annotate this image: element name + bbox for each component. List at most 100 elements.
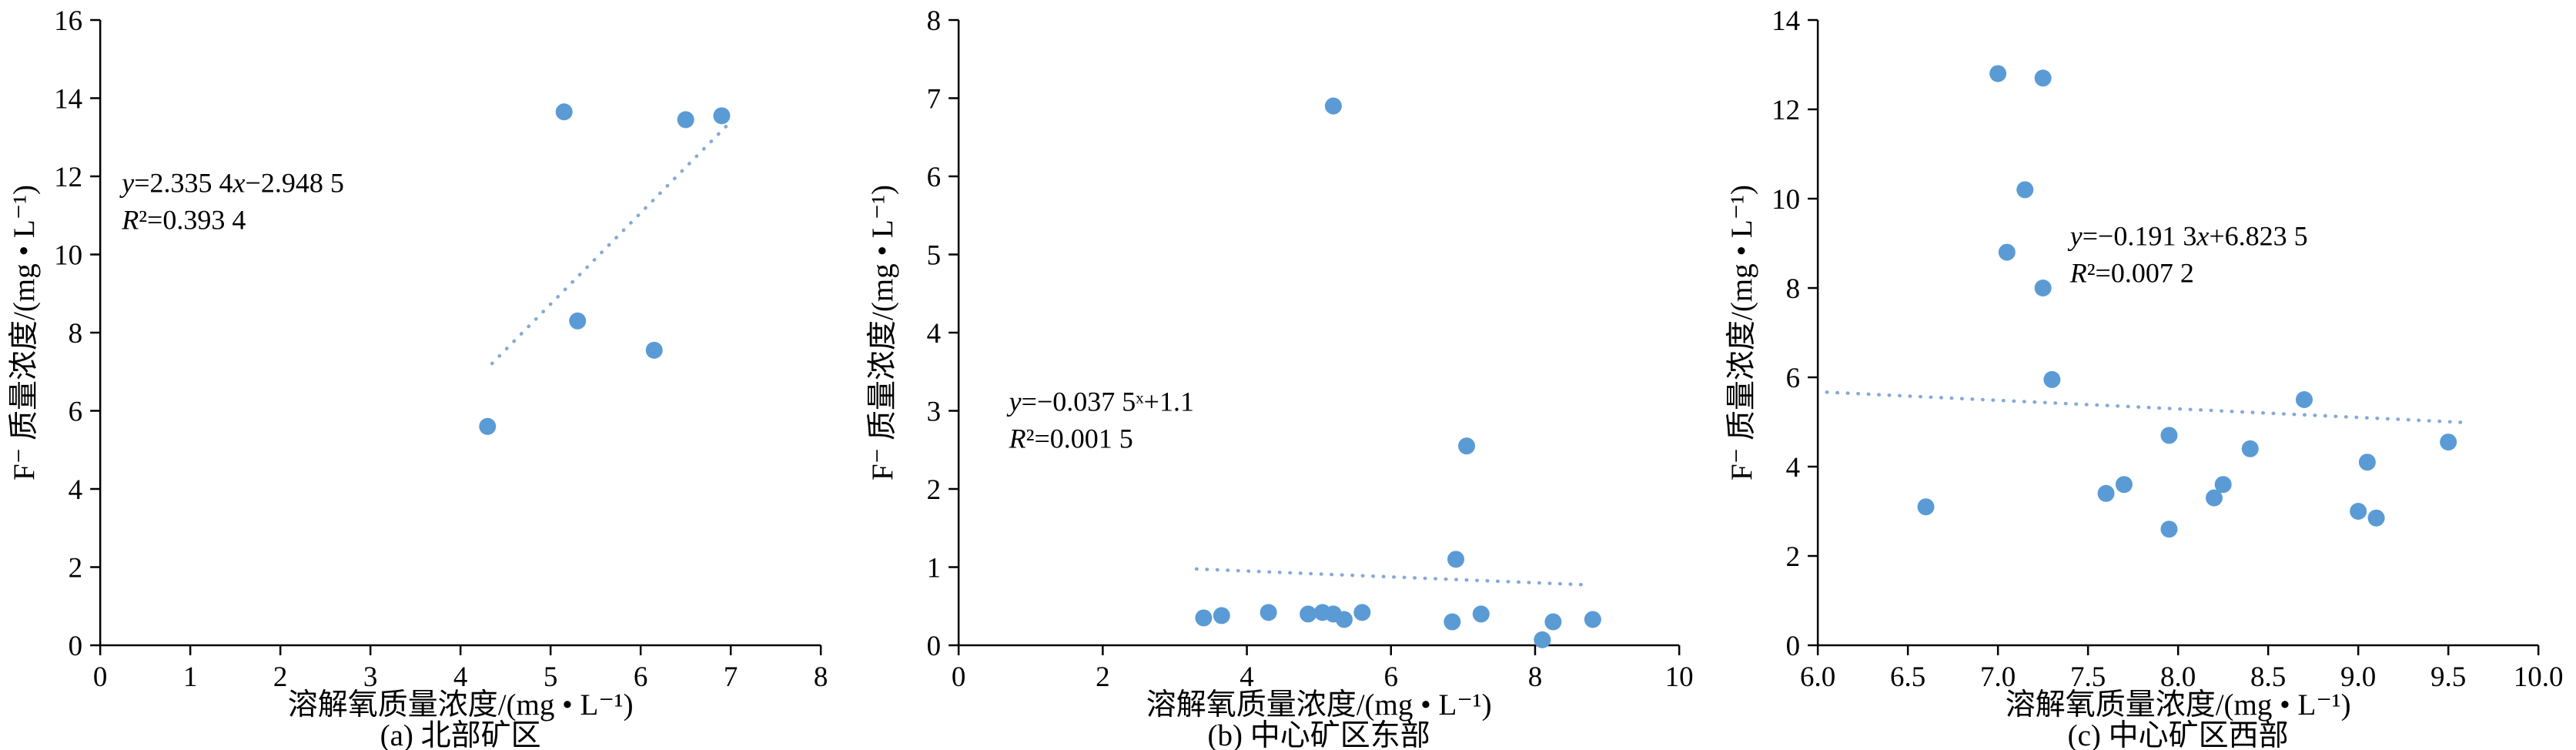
- y-tick-label: 0: [1785, 631, 1800, 662]
- equation-annotation: y=−0.191 3x+6.823 5: [2067, 220, 2307, 251]
- data-point: [1300, 605, 1317, 623]
- chart-b: 0 2 4 6 8 10 0 1 2 3 4 5 6 7 8 y=−0.037 5ˣ+1.1 R²=0.001 …: [858, 0, 1717, 750]
- equation-annotation: R²=0.007 2: [2069, 257, 2193, 288]
- scatter-chart: 0 2 4 6 8 10 0 1 2 3 4 5 6 7 8 y=−0.037 5ˣ+1.1 R²=0.001 …: [866, 5, 1694, 750]
- data-point: [2016, 181, 2033, 199]
- y-tick-label: 0: [927, 631, 942, 662]
- x-tick-label: 0: [952, 661, 966, 693]
- y-tick-label: 10: [1771, 184, 1800, 216]
- y-tick-label: 14: [1771, 5, 1800, 37]
- data-point: [2349, 503, 2367, 520]
- data-point: [1998, 243, 2016, 261]
- data-point: [1353, 604, 1371, 621]
- chart-c: 6.0 6.5 7.0 7.5 8.0 8.5 9.0 9.5 10.0 0 2 4 6 8 10 12 14 y…: [1718, 0, 2576, 750]
- data-point: [2160, 427, 2178, 444]
- data-point: [1213, 607, 1231, 624]
- y-tick-label: 7: [927, 83, 942, 115]
- data-point: [1584, 611, 1602, 628]
- data-point: [1534, 631, 1551, 648]
- x-tick-label: 6: [634, 661, 648, 693]
- data-point: [1444, 613, 1461, 631]
- x-tick-label: 2: [1096, 661, 1110, 693]
- x-tick-label: 7: [724, 661, 738, 693]
- equation-annotation: R²=0.393 4: [121, 204, 246, 235]
- data-point: [1325, 97, 1343, 115]
- x-axis-title: 溶解氧质量浓度/(mg • L⁻¹): [1146, 688, 1492, 722]
- data-point: [1195, 609, 1213, 627]
- y-tick-label: 3: [927, 396, 942, 427]
- data-point: [2367, 509, 2385, 527]
- x-tick-label: 8.0: [2160, 661, 2196, 693]
- chart-caption: (b) 中心矿区东部: [1208, 719, 1430, 750]
- x-tick-label: 6.5: [1890, 661, 1925, 693]
- y-tick-label: 12: [1771, 95, 1800, 126]
- y-tick-label: 8: [69, 318, 83, 350]
- y-tick-label: 4: [69, 474, 83, 506]
- data-point: [2295, 391, 2313, 408]
- y-tick-label: 10: [54, 239, 82, 271]
- scatter-chart: 6.0 6.5 7.0 7.5 8.0 8.5 9.0 9.5 10.0 0 2 4 6 8 10 12 14 y…: [1725, 5, 2563, 750]
- x-tick-label: 2: [273, 661, 288, 693]
- x-tick-label: 9.0: [2340, 661, 2376, 693]
- data-point: [2241, 440, 2259, 457]
- y-tick-label: 16: [54, 5, 82, 37]
- x-tick-label: 5: [544, 661, 558, 693]
- x-tick-label: 6.0: [1800, 661, 1835, 693]
- y-tick-label: 2: [927, 474, 942, 506]
- x-axis-title: 溶解氧质量浓度/(mg • L⁻¹): [2005, 688, 2350, 722]
- equation-annotation: y=2.335 4x−2.948 5: [119, 167, 344, 198]
- y-tick-label: 4: [927, 318, 942, 350]
- x-tick-label: 8.5: [2250, 661, 2286, 693]
- x-tick-label: 9.5: [2430, 661, 2466, 693]
- data-point: [2097, 484, 2115, 502]
- chart-panel-a: 0 1 2 3 4 5 6 7 8 0 2 4 6 8 10 12 14 16 y=2.335 4x−2.948 5…: [0, 0, 858, 750]
- x-tick-label: 6: [1384, 661, 1399, 693]
- data-point: [1458, 437, 1476, 455]
- trendline: [1195, 567, 1591, 587]
- y-tick-label: 6: [927, 162, 942, 193]
- x-tick-label: 3: [363, 661, 378, 693]
- axes: [99, 20, 821, 647]
- data-point: [1989, 65, 2006, 82]
- x-tick-label: 4: [1240, 661, 1255, 693]
- trendline: [1825, 390, 2472, 425]
- data-point: [2214, 476, 2232, 494]
- chart-panel-c: 6.0 6.5 7.0 7.5 8.0 8.5 9.0 9.5 10.0 0 2 4 6 8 10 12 14 y…: [1718, 0, 2576, 750]
- chart-caption: (a) 北部矿区: [380, 719, 541, 750]
- axes: [958, 20, 1680, 647]
- data-point: [1473, 605, 1490, 623]
- x-axis-title: 溶解氧质量浓度/(mg • L⁻¹): [288, 688, 634, 722]
- data-point: [713, 107, 731, 125]
- data-point: [1260, 604, 1277, 621]
- data-point: [1544, 613, 1562, 631]
- y-tick-label: 6: [69, 396, 83, 427]
- y-tick-label: 2: [69, 552, 83, 584]
- y-axis-title: F⁻ 质量浓度/(mg • L⁻¹): [8, 185, 41, 480]
- data-point: [645, 341, 663, 359]
- x-tick-label: 7.5: [2070, 661, 2106, 693]
- chart-caption: (c) 中心矿区西部: [2067, 719, 2288, 750]
- y-axis-title: F⁻ 质量浓度/(mg • L⁻¹): [866, 185, 899, 480]
- axes: [1816, 20, 2538, 647]
- x-tick-label: 4: [453, 661, 468, 693]
- y-axis-title: F⁻ 质量浓度/(mg • L⁻¹): [1725, 185, 1758, 480]
- x-tick-label: 8: [1528, 661, 1543, 693]
- y-tick-label: 8: [1785, 273, 1800, 305]
- data-point: [677, 111, 694, 129]
- data-point: [2043, 370, 2061, 388]
- y-tick-label: 4: [1785, 452, 1800, 484]
- data-point: [2439, 434, 2457, 451]
- y-tick-label: 12: [54, 162, 82, 193]
- equation-annotation: R²=0.001 5: [1009, 424, 1133, 454]
- data-point: [479, 417, 497, 435]
- y-tick-label: 6: [1785, 363, 1800, 394]
- data-point: [555, 103, 573, 121]
- data-point: [2115, 476, 2133, 494]
- trendline: [490, 118, 734, 366]
- x-tick-label: 1: [183, 661, 198, 693]
- data-point: [2034, 69, 2052, 87]
- data-point: [2205, 489, 2223, 507]
- y-tick-label: 0: [69, 631, 83, 662]
- chart-panel-b: 0 2 4 6 8 10 0 1 2 3 4 5 6 7 8 y=−0.037 5ˣ+1.1 R²=0.001 …: [858, 0, 1717, 750]
